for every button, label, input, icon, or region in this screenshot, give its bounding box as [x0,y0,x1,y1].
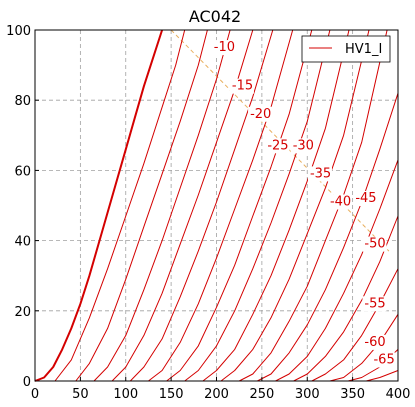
curve-label: -30 [293,138,314,153]
curve-label: -10 [214,40,235,55]
grid [35,30,398,381]
curves [34,29,399,382]
curve-label-bg [327,194,352,210]
x-tick-label: 0 [31,387,39,402]
y-tick-label: 40 [14,235,31,250]
x-tick-label: 200 [204,387,229,402]
x-tick-label: 300 [295,387,320,402]
curve-minus-65 [275,159,399,382]
curve-label-bg [211,40,236,56]
curve-label-bg [362,296,387,312]
curve-minus-30 [148,29,294,382]
curve-minus-25 [129,29,274,382]
curve-label-bg [248,106,273,122]
curve-label-bg [290,138,315,154]
curve-minus-20 [111,29,254,382]
curve-label-bg [362,236,387,252]
y-tick-label: 20 [14,305,31,320]
y-tick-label: 0 [23,375,31,390]
chart-title: AC042 [189,7,241,26]
x-tick-label: 100 [113,387,138,402]
curve-minus-55 [238,29,388,382]
curve-label-bg [353,190,378,206]
curve-label: -55 [364,296,385,311]
curve-label: -50 [364,237,385,252]
y-axis: 0 20 40 60 80 100 [6,24,39,390]
curve-minus-15 [93,29,231,382]
curve-label: -15 [232,79,253,94]
curve-minus-70 [293,215,399,382]
curve-label-bg [371,352,396,368]
curve-label-bg [362,334,387,350]
y-tick-label: 80 [14,94,31,109]
legend-box [301,35,391,63]
curve-label-bg [229,78,254,94]
curve-label-bg [307,166,332,182]
curve-minus-90 [366,370,399,382]
curve-label: -25 [267,138,288,153]
curve-minus-10 [75,29,208,382]
y-tick-label: 100 [6,24,31,39]
curve-minus-80 [329,314,399,382]
y-tick-label: 60 [14,164,31,179]
legend: HV1_I [301,35,391,63]
legend-entry-hv1-i: HV1_I [345,42,382,57]
x-tick-label: 400 [386,387,411,402]
x-tick-label: 150 [159,387,184,402]
curve-minus-35 [166,29,313,382]
x-axis: 0 50 100 150 200 250 300 350 400 [31,377,411,402]
curve-label: -45 [355,191,376,206]
curve-labels: -10 -15 -20 -25 -30 -35 -40 -45 -50 -55 -60 -65 [211,40,396,368]
x-tick-label: 350 [340,387,365,402]
curve-minus-5 [54,29,186,382]
curve-0 [34,29,164,382]
curve-label: -65 [373,352,394,367]
curve-label: -40 [330,195,351,210]
curve-minus-45 [202,29,350,382]
x-tick-label: 250 [249,387,274,402]
curve-minus-60 [257,93,399,382]
x-tick-label: 50 [72,387,89,402]
curve-label-bg [265,138,290,154]
curve-label: -35 [310,166,331,181]
curve-label: -20 [250,107,271,122]
curve-minus-50 [220,29,370,382]
curve-label: -60 [364,335,385,350]
